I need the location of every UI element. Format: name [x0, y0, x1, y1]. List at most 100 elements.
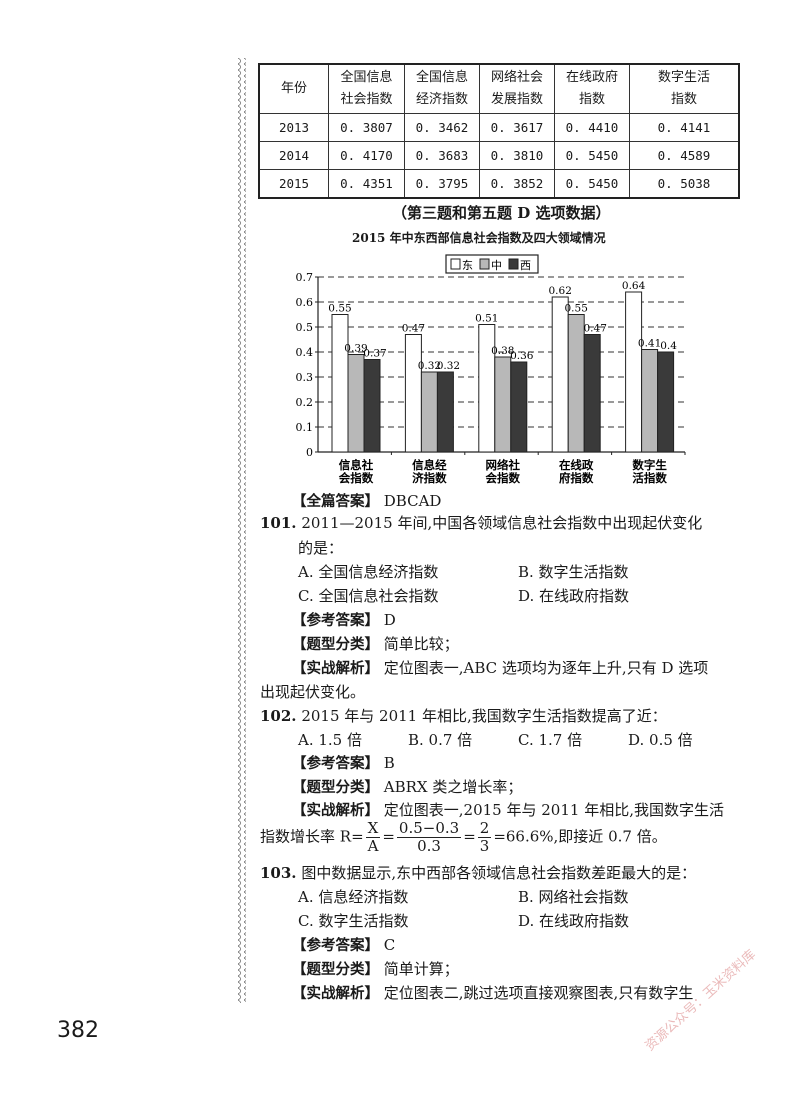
bar-中 — [641, 349, 659, 453]
type-tag: 【题型分类】 — [292, 780, 379, 796]
numerator: 2 — [477, 819, 492, 838]
table-cell: 0. 3810 — [479, 141, 555, 170]
option-a: A. 信息经济指数 — [298, 888, 409, 906]
x-tick-label: 信息社 — [339, 458, 374, 472]
table-cell: 0. 3617 — [479, 113, 555, 142]
option-a: A. 1.5 倍 — [298, 731, 362, 749]
option-a: A. 全国信息经济指数 — [298, 563, 439, 581]
analysis: 【实战解析】 定位图表一,ABC 选项均为逐年上升,只有 D 选项 — [292, 657, 708, 678]
question-type: 【题型分类】 简单比较； — [292, 633, 459, 654]
numerator: 0.5−0.3 — [396, 819, 462, 838]
table-cell: 0. 4351 — [328, 169, 405, 199]
analysis-text: 定位图表一,ABC 选项均为逐年上升,只有 D 选项 — [383, 659, 709, 677]
x-tick-label: 在线政 — [559, 458, 594, 472]
denominator: 0.3 — [417, 837, 441, 855]
data-label: 0.32 — [418, 360, 441, 372]
analysis-tag: 【实战解析】 — [292, 661, 379, 677]
margin-wavy-rule — [238, 58, 246, 1003]
table-cell: 0. 3807 — [328, 113, 405, 142]
bar-东 — [551, 296, 569, 453]
question-type: 【题型分类】 ABRX 类之增长率； — [292, 776, 522, 797]
numerator: X — [365, 819, 381, 838]
bar-中 — [347, 354, 365, 453]
analysis-tag: 【实战解析】 — [292, 986, 379, 1002]
data-label: 0.36 — [510, 350, 534, 362]
y-tick-label: 0.6 — [296, 296, 314, 309]
bar-西 — [583, 334, 601, 453]
table-cell: 2013 — [258, 113, 329, 142]
denominator: A — [367, 837, 379, 855]
question-103: 103. 图中数据显示,东中西部各领域信息社会指数差距最大的是： — [260, 862, 696, 883]
data-label: 0.55 — [565, 303, 588, 315]
table-cell: 0. 3795 — [404, 169, 480, 199]
table-row: 2013 0. 3807 0. 3462 0. 3617 0. 4410 0. 4141 — [258, 113, 740, 142]
question-101: 101. 2011—2015 年间,中国各领域信息社会指数中出现起伏变化 — [260, 512, 702, 533]
analysis-text-cont: 出现起伏变化。 — [260, 683, 366, 701]
table-caption: （第三题和第五题 D 选项数据） — [392, 204, 611, 222]
ref-tag: 【参考答案】 — [292, 613, 379, 629]
legend-label: 西 — [520, 259, 531, 272]
table-cell: 0. 4141 — [629, 113, 740, 142]
analysis-text: 定位图表一,2015 年与 2011 年相比,我国数字生活 — [383, 801, 724, 819]
question-text: 图中数据显示,东中西部各领域信息社会指数差距最大的是： — [301, 864, 697, 882]
table-header-row: 年份 全国信息 社会指数 全国信息 经济指数 网络社会 发展指数 在线政府 指数… — [258, 63, 740, 114]
question-number: 103. — [260, 864, 297, 882]
table-cell: 0. 4410 — [554, 113, 630, 142]
y-tick-label: 0.1 — [296, 421, 314, 434]
x-tick-label: 数字生 — [632, 458, 667, 472]
data-label: 0.51 — [475, 313, 498, 325]
fraction: 0.5−0.3 0.3 — [396, 819, 462, 855]
chart-title: 2015 年中东西部信息社会指数及四大领域情况 — [352, 231, 606, 245]
bar-chart: 东 中 西 0 0.1 0.2 0.3 0.4 0.5 0.6 0.7 0.55 0.390.37 信息社… — [296, 254, 686, 485]
x-tick-label: 信息经 — [412, 458, 447, 472]
data-label: 0.62 — [549, 285, 572, 297]
option-b: B. 数字生活指数 — [518, 563, 629, 581]
data-label: 0.38 — [491, 345, 514, 357]
data-label: 0.47 — [402, 323, 425, 335]
x-tick-label: 府指数 — [559, 471, 594, 485]
bar-西 — [436, 371, 454, 453]
option-b: B. 0.7 倍 — [408, 731, 473, 749]
table-cell: 0. 4589 — [629, 141, 740, 170]
bar-东 — [331, 314, 349, 453]
table-row: 2014 0. 4170 0. 3683 0. 3810 0. 5450 0. 4589 — [258, 141, 740, 170]
question-text: 2015 年与 2011 年相比,我国数字生活指数提高了近： — [301, 707, 667, 725]
type-value: 简单计算； — [383, 960, 459, 978]
x-tick-label: 活指数 — [632, 471, 667, 485]
bar-西 — [657, 351, 675, 453]
table-cell: 0. 3683 — [404, 141, 480, 170]
formula-suffix: =66.6%,即接近 0.7 倍。 — [493, 827, 667, 846]
y-tick-label: 0 — [306, 446, 313, 459]
bar-西 — [363, 359, 381, 453]
table-cell: 0. 5450 — [554, 169, 630, 199]
x-tick-label: 网络社 — [486, 458, 521, 472]
type-value: 简单比较； — [383, 635, 459, 653]
reference-answer: 【参考答案】 C — [292, 934, 395, 955]
analysis: 【实战解析】 定位图表二,跳过选项直接观察图表,只有数字生 — [292, 982, 693, 1003]
answer-value: C — [383, 936, 396, 954]
all-answer-line: 【全篇答案】 DBCAD — [292, 490, 441, 511]
bar-中 — [420, 371, 438, 453]
table-header: 全国信息 经济指数 — [404, 63, 480, 114]
reference-answer: 【参考答案】 B — [292, 752, 395, 773]
analysis-text: 定位图表二,跳过选项直接观察图表,只有数字生 — [383, 984, 694, 1002]
question-text: 2011—2015 年间,中国各领域信息社会指数中出现起伏变化 — [301, 514, 703, 532]
table-header: 数字生活 指数 — [629, 63, 740, 114]
y-tick-label: 0.7 — [296, 271, 314, 284]
table-cell: 0. 4170 — [328, 141, 405, 170]
question-102: 102. 2015 年与 2011 年相比,我国数字生活指数提高了近： — [260, 705, 667, 726]
question-text-cont: 的是： — [298, 539, 344, 557]
table-cell: 0. 3852 — [479, 169, 555, 199]
answer-value: D — [383, 611, 396, 629]
denominator: 3 — [479, 837, 490, 855]
table-cell: 0. 5038 — [629, 169, 740, 199]
question-number: 102. — [260, 707, 297, 725]
table-header: 网络社会 发展指数 — [479, 63, 555, 114]
question-number: 101. — [260, 514, 297, 532]
ref-tag: 【参考答案】 — [292, 756, 379, 772]
reference-answer: 【参考答案】 D — [292, 609, 396, 630]
y-tick-label: 0.2 — [296, 396, 314, 409]
table-cell: 0. 5450 — [554, 141, 630, 170]
bar-中 — [494, 356, 512, 453]
